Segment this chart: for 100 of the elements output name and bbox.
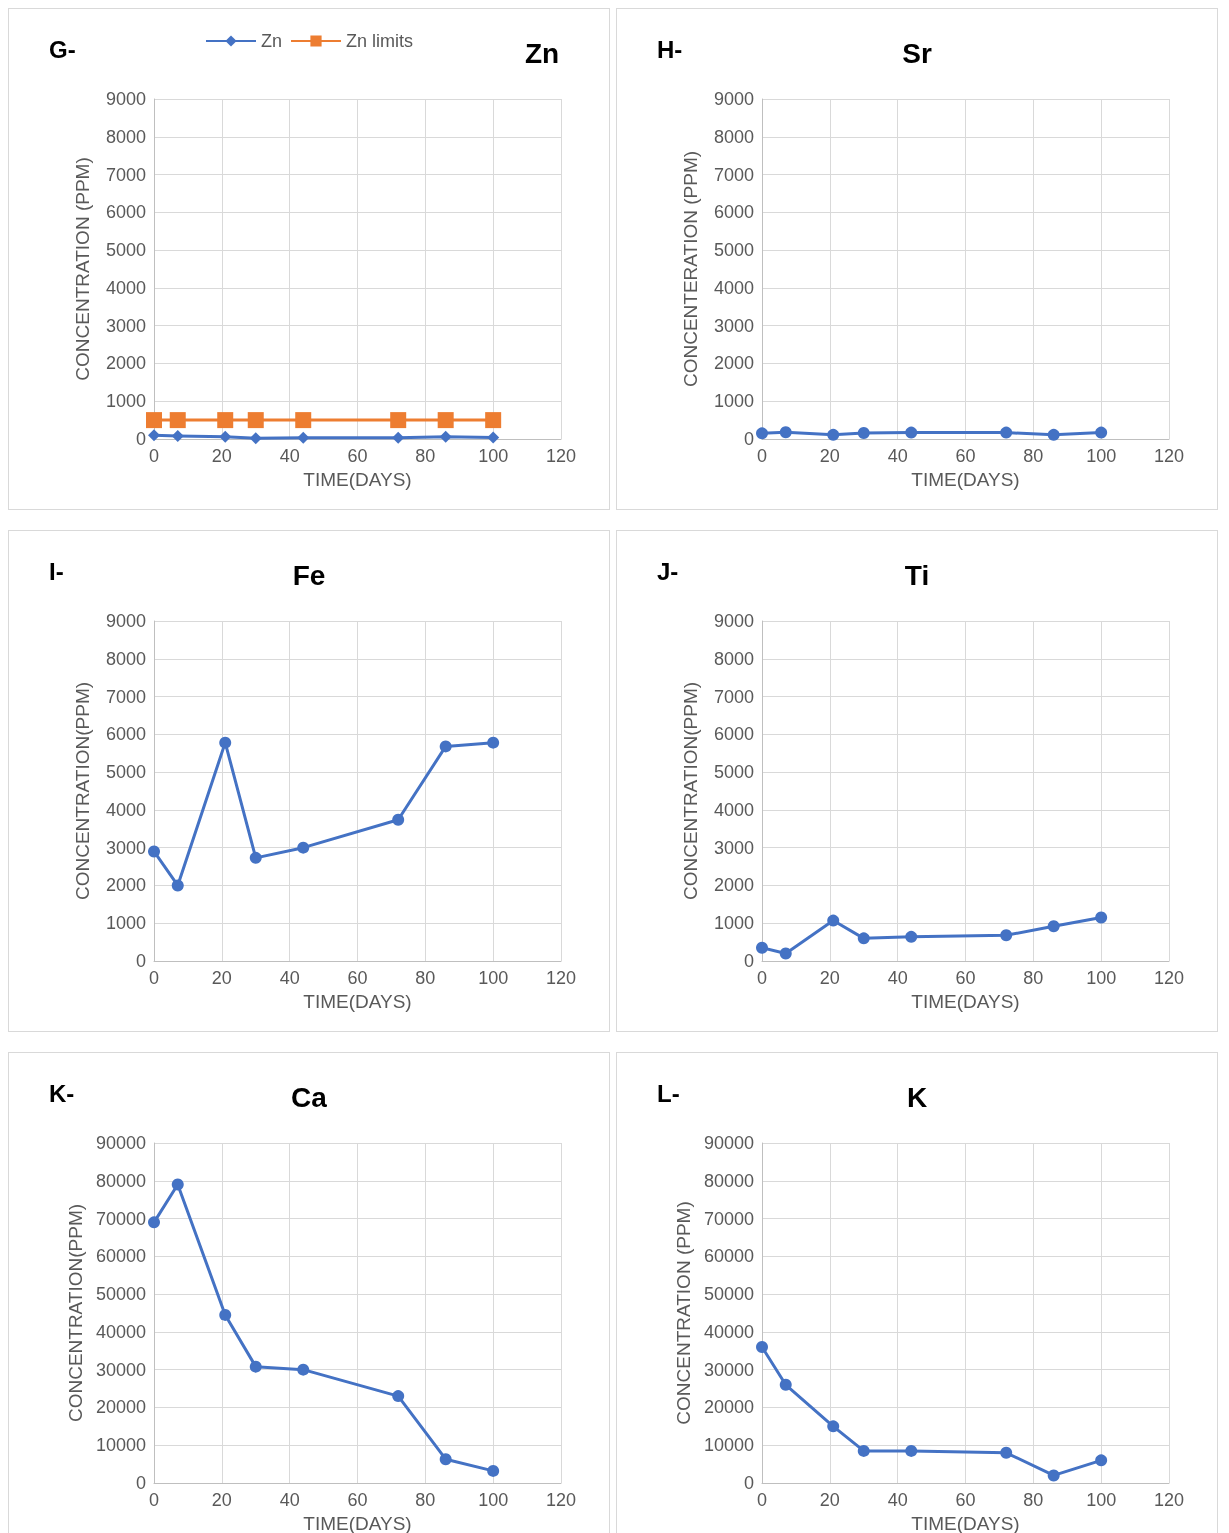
x-tick-label: 60 xyxy=(347,1490,368,1510)
y-tick-label: 50000 xyxy=(95,1284,146,1305)
y-tick-label: 5000 xyxy=(105,240,146,261)
x-tick-label: 60 xyxy=(955,968,976,988)
y-tick-label: 50000 xyxy=(703,1284,754,1305)
y-tick-label: 10000 xyxy=(703,1435,754,1456)
point xyxy=(392,813,405,826)
x-tick-label: 60 xyxy=(347,446,368,466)
y-tick-label: 1000 xyxy=(105,913,146,934)
y-axis-title: CONCENTRATION (PPM) xyxy=(72,157,93,381)
y-tick-label: 70000 xyxy=(703,1208,754,1229)
x-tick-label: 120 xyxy=(545,1490,577,1510)
x-tick-label: 0 xyxy=(148,446,160,466)
x-axis-title: TIME(DAYS) xyxy=(911,1512,1020,1533)
x-tick-label: 100 xyxy=(1086,1490,1117,1510)
point xyxy=(297,841,310,854)
x-axis-title: TIME(DAYS) xyxy=(911,990,1020,1012)
x-tick-label: 100 xyxy=(478,968,509,988)
x-tick-label: 120 xyxy=(1153,1490,1185,1510)
x-tick-label: 80 xyxy=(1023,446,1044,466)
y-tick-label: 0 xyxy=(135,429,146,449)
x-tick-label: 100 xyxy=(478,446,509,466)
x-tick-label: 40 xyxy=(887,1490,908,1510)
x-tick-label: 0 xyxy=(148,1490,160,1510)
x-tick-label: 100 xyxy=(478,1490,509,1510)
y-axis-title: CONCENTERATION (PPM) xyxy=(680,150,701,388)
point xyxy=(779,947,792,960)
point xyxy=(439,740,452,753)
point xyxy=(171,879,184,892)
y-tick-label: 20000 xyxy=(703,1397,754,1418)
x-tick-label: 120 xyxy=(1153,968,1185,988)
x-tick-label: 0 xyxy=(756,446,768,466)
y-tick-label: 4000 xyxy=(105,799,146,820)
x-tick-label: 20 xyxy=(819,1490,840,1510)
y-tick-label: 9000 xyxy=(713,611,754,631)
x-tick-label: 80 xyxy=(415,968,436,988)
point xyxy=(439,1453,452,1466)
point xyxy=(1047,1469,1060,1482)
point xyxy=(857,1444,870,1457)
y-tick-label: 5000 xyxy=(713,240,754,261)
y-tick-label: 8000 xyxy=(713,648,754,669)
chart-title: Ti xyxy=(904,559,930,591)
point xyxy=(171,1178,184,1191)
point xyxy=(148,845,160,858)
y-tick-label: 2000 xyxy=(105,875,146,896)
point xyxy=(1000,929,1013,942)
x-tick-label: 40 xyxy=(279,446,300,466)
x-tick-label: 20 xyxy=(211,1490,232,1510)
x-tick-label: 40 xyxy=(279,968,300,988)
y-tick-label: 2000 xyxy=(105,353,146,374)
y-tick-label: 7000 xyxy=(713,164,754,185)
y-tick-label: 80000 xyxy=(95,1170,146,1191)
y-tick-label: 8000 xyxy=(713,126,754,147)
text: L- xyxy=(657,1079,680,1107)
x-tick-label: 20 xyxy=(819,968,840,988)
x-tick-label: 20 xyxy=(211,446,232,466)
y-tick-label: 0 xyxy=(135,951,146,971)
x-tick-label: 120 xyxy=(1153,446,1185,466)
point xyxy=(219,1308,232,1321)
chart-title: Sr xyxy=(902,37,932,69)
y-tick-label: 0 xyxy=(743,951,754,971)
x-tick-label: 0 xyxy=(756,1490,768,1510)
y-tick-label: 1000 xyxy=(713,391,754,412)
x-tick-label: 120 xyxy=(545,968,577,988)
text: H- xyxy=(657,35,683,63)
point xyxy=(1095,911,1108,924)
y-tick-label: 4000 xyxy=(713,277,754,298)
x-axis-title: TIME(DAYS) xyxy=(303,468,412,490)
x-tick-label: 100 xyxy=(1086,446,1117,466)
y-tick-label: 7000 xyxy=(713,686,754,707)
chart-title: K xyxy=(906,1081,928,1113)
y-tick-label: 8000 xyxy=(105,648,146,669)
y-tick-label: 30000 xyxy=(95,1359,146,1380)
y-tick-label: 1000 xyxy=(713,913,754,934)
y-tick-label: 60000 xyxy=(703,1246,754,1267)
text: G- xyxy=(49,35,76,63)
y-tick-label: 9000 xyxy=(105,611,146,631)
y-tick-label: 0 xyxy=(135,1473,146,1493)
x-tick-label: 80 xyxy=(415,1490,436,1510)
y-tick-label: 10000 xyxy=(95,1435,146,1456)
text: I- xyxy=(49,557,64,585)
y-tick-label: 9000 xyxy=(713,89,754,109)
point xyxy=(857,932,870,945)
y-tick-label: 8000 xyxy=(105,126,146,147)
x-tick-label: 60 xyxy=(955,1490,976,1510)
y-axis-title: CONCENTRATION(PPM) xyxy=(72,681,93,901)
x-tick-label: 40 xyxy=(279,1490,300,1510)
point xyxy=(1000,1446,1013,1459)
text: K- xyxy=(49,1079,75,1107)
x-tick-label: 0 xyxy=(148,968,160,988)
chart-title: Ca xyxy=(291,1081,328,1113)
y-axis-title: CONCENTRATION (PPM) xyxy=(673,1201,695,1425)
y-tick-label: 40000 xyxy=(703,1321,754,1342)
chart-title: Fe xyxy=(292,559,326,591)
legend-label: Zn limits xyxy=(346,31,413,51)
x-tick-label: 40 xyxy=(887,968,908,988)
y-tick-label: 6000 xyxy=(105,724,146,745)
y-tick-label: 9000 xyxy=(105,89,146,109)
y-axis-title: CONCENTRATION(PPM) xyxy=(65,1203,87,1423)
point xyxy=(827,914,840,927)
